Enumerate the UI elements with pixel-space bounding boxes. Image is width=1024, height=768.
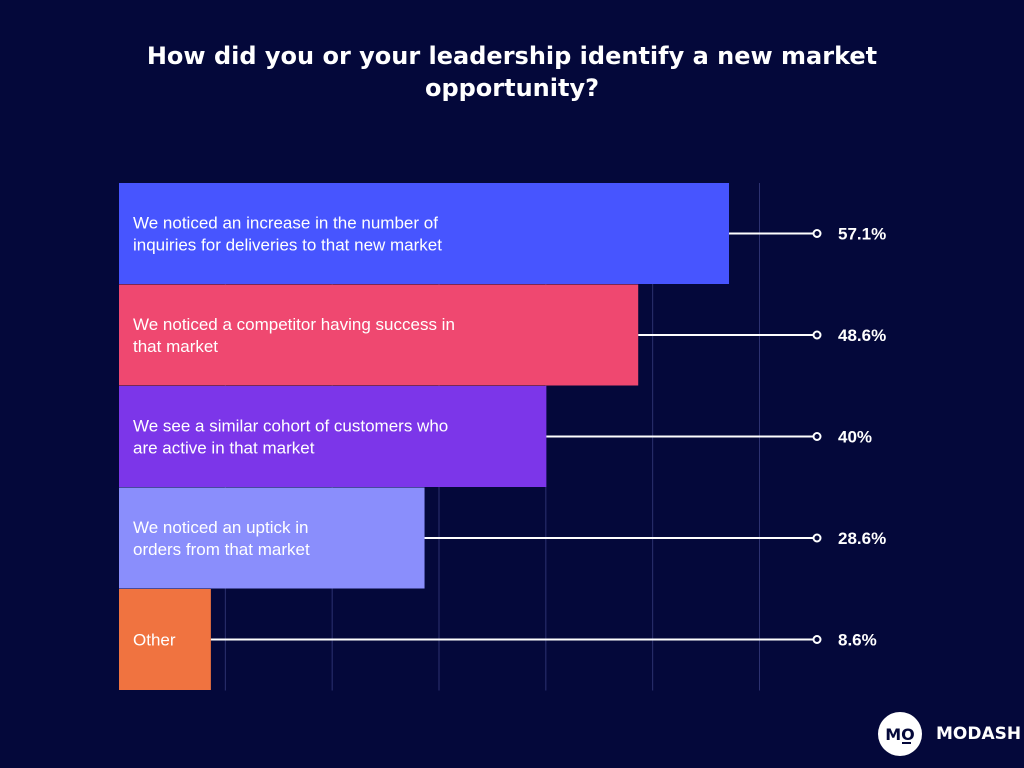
bar-category-label: We see a similar cohort of customers who… xyxy=(133,417,448,458)
bar-category-label: We noticed an uptick in orders from that … xyxy=(133,518,310,559)
logo-mark-text: MO xyxy=(885,725,915,744)
bar-category-label-line: We noticed an increase in the number of xyxy=(133,214,438,233)
bar xyxy=(119,183,730,284)
bar xyxy=(119,386,547,487)
leader-dot xyxy=(812,330,822,340)
bar xyxy=(119,589,211,690)
leader-dot xyxy=(812,432,822,441)
leader-dot xyxy=(812,533,822,543)
bar-category-label-line: Other xyxy=(133,631,176,650)
brand-name: MODASH xyxy=(936,724,1022,744)
labels: 57.1% We noticed an increase in the numb… xyxy=(133,214,886,650)
leader-lines xyxy=(210,229,822,644)
bar-category-label: We noticed a competitor having success i… xyxy=(133,315,455,356)
leader-dot xyxy=(812,635,822,644)
bar xyxy=(119,284,639,386)
value-label: 28.6% xyxy=(838,529,886,548)
bar xyxy=(119,487,425,589)
bar-category-label-line: that market xyxy=(133,337,218,356)
brand: MO MODASH xyxy=(878,712,1021,756)
bar-category-label: Other xyxy=(133,631,176,650)
value-label: 48.6% xyxy=(838,326,886,345)
value-label: 8.6% xyxy=(838,631,877,650)
leader-dot xyxy=(812,229,822,238)
bar-category-label-line: We see a similar cohort of customers who xyxy=(133,417,448,436)
bar-category-label-line: We noticed an uptick in xyxy=(133,518,308,537)
bar-category-label-line: inquiries for deliveries to that new mar… xyxy=(133,236,442,255)
bar-category-label: We noticed an increase in the number of i… xyxy=(133,214,442,255)
bar-category-label-line: are active in that market xyxy=(133,439,315,458)
bars xyxy=(119,183,730,690)
logo-mark: MO xyxy=(885,725,915,744)
bar-category-label-line: We noticed a competitor having success i… xyxy=(133,315,455,334)
chart-title: How did you or your leadership identify … xyxy=(146,42,878,102)
value-label: 40% xyxy=(838,428,872,447)
value-label: 57.1% xyxy=(838,225,886,244)
modash-logo: MO xyxy=(878,712,922,756)
bar-category-label-line: orders from that market xyxy=(133,540,310,559)
